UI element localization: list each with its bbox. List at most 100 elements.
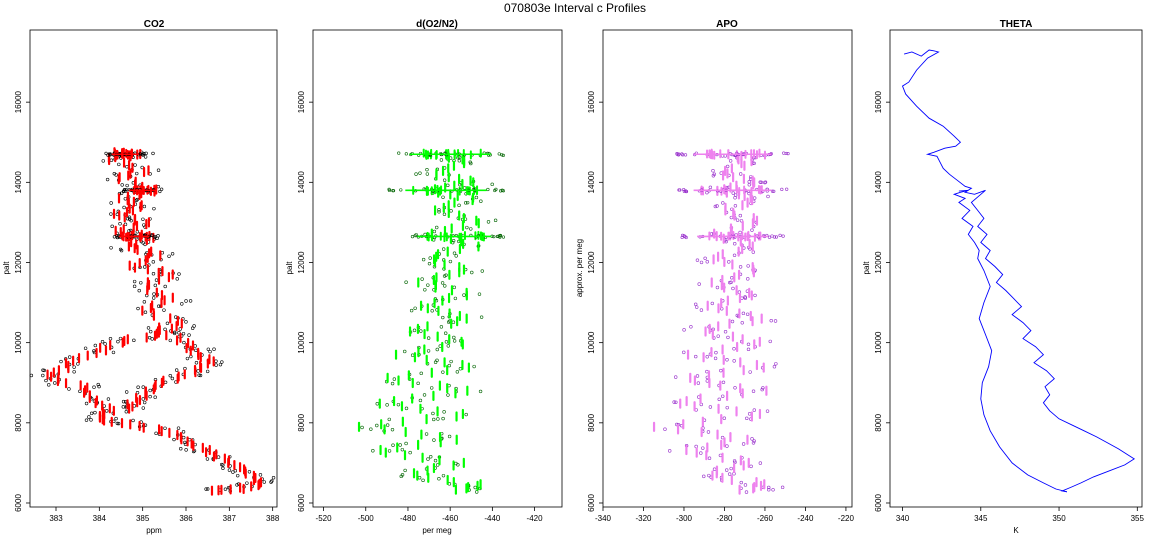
data-point [767,235,772,239]
data-point [446,393,450,397]
data-point [223,487,228,491]
data-point [738,213,743,218]
data-point [404,152,408,156]
data-point [196,369,200,373]
data-point [170,252,175,256]
data-point [418,398,423,403]
data-point [694,354,698,359]
data-point [708,405,713,409]
data-point [773,319,778,323]
data-point [479,199,483,203]
data-point [124,187,128,192]
data-point [712,172,717,176]
data-point [118,222,122,226]
data-point [746,342,751,347]
data-point [206,347,211,351]
data-point [682,328,686,332]
data-point [155,236,159,240]
data-point [221,463,225,467]
data-point [455,370,460,374]
data-point [449,209,453,213]
data-point [717,397,721,402]
data-point [208,349,212,354]
data-point [732,359,736,363]
data-point [141,406,145,410]
data-point [733,204,738,208]
data-point [143,310,148,314]
data-point [746,277,750,281]
data-point [443,331,448,335]
data-point [723,330,728,334]
data-point [414,172,418,176]
y-tick-label: 16000 [874,90,883,113]
data-point [473,485,477,490]
data-point [486,220,491,224]
data-point [501,189,506,193]
data-point [707,473,711,478]
data-point [125,183,129,188]
data-point [699,308,704,312]
y-axis-label: palt [2,261,11,275]
data-point [462,186,467,190]
data-point [139,281,143,285]
data-point [153,235,158,239]
data-point [390,427,395,432]
data-point [441,370,445,374]
data-point [151,296,156,300]
data-point [180,302,184,306]
data-point [747,183,752,187]
data-point [375,402,379,406]
data-point [419,329,423,333]
data-point [674,400,678,404]
data-point [129,218,133,223]
data-point [701,446,705,450]
data-point [400,447,405,452]
data-point [441,315,445,320]
data-point [498,235,502,239]
data-point [697,282,701,286]
data-point [133,163,137,167]
data-point [748,370,752,374]
data-point [433,458,438,463]
data-point [102,404,106,408]
data-point [464,201,468,205]
data-point [497,152,501,156]
data-point [137,288,141,293]
data-point [721,380,726,384]
data-point [741,311,746,316]
data-point [170,376,175,381]
data-point [501,235,506,239]
panel-theta: THETA K palt 340 345 350 355 6000 8000 10000 12… [862,19,1145,535]
data-point [417,475,422,480]
data-point [150,233,154,238]
data-point [747,412,752,416]
data-point [142,151,146,156]
data-point [182,435,186,440]
y-axis-label: palt [862,261,871,275]
data-point [732,347,736,351]
data-point [469,227,473,231]
data-point [452,251,457,255]
data-point [152,206,156,211]
data-point [132,284,137,289]
data-point [782,151,786,155]
data-point [142,400,147,405]
data-point [122,205,126,210]
y-tick-label: 8000 [874,413,883,431]
data-point [663,427,667,431]
data-point [674,375,678,379]
data-point [105,409,109,413]
data-point [716,334,720,338]
data-point [174,368,179,372]
data-point [93,410,97,415]
data-point [677,152,681,156]
data-point [713,204,718,209]
data-point [172,437,176,442]
y-tick-label: 10000 [297,331,306,354]
data-point [111,350,116,355]
data-point [179,447,183,451]
data-point [474,195,479,200]
x-tick-label: 350 [1052,514,1066,523]
y-tick-label: 16000 [297,90,306,113]
